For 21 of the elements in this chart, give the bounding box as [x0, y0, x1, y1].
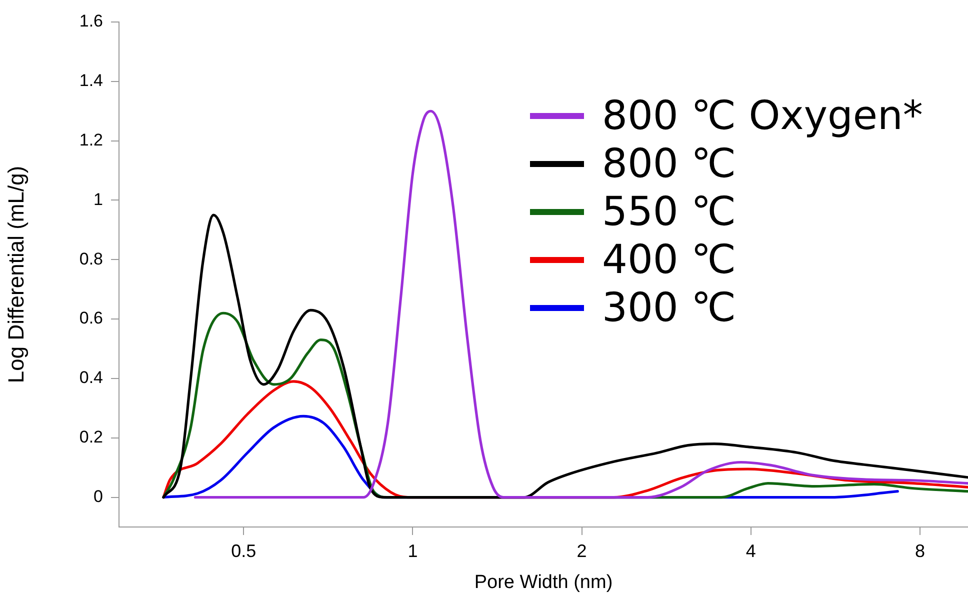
y-tick-label: 1.6 [79, 12, 103, 31]
y-tick-label: 0.4 [79, 368, 103, 388]
y-tick-label: 0 [94, 486, 103, 506]
x-tick-label: 0.5 [231, 540, 256, 561]
legend-label: 800 ℃ Oxygen* [602, 92, 923, 140]
legend-label: 300 ℃ [602, 284, 736, 332]
y-tick-label: 0.8 [79, 249, 103, 268]
y-tick-label: 1.4 [79, 71, 103, 90]
y-tick-label: 0.6 [79, 308, 103, 328]
x-tick-label: 2 [576, 540, 587, 561]
legend-label: 800 ℃ [602, 140, 736, 188]
y-tick-label: 1.2 [79, 130, 103, 150]
x-tick-label: 8 [914, 540, 925, 561]
y-tick-label: 0.2 [79, 428, 103, 447]
legend-label: 550 ℃ [602, 188, 736, 236]
x-axis-title: Pore Width (nm) [474, 572, 613, 593]
y-axis-title: Log Differential (mL/g) [3, 166, 28, 384]
x-tick-label: 1 [408, 540, 418, 561]
y-tick-label: 1 [94, 190, 103, 209]
x-tick-label: 4 [746, 540, 756, 561]
legend-label: 400 ℃ [602, 236, 736, 284]
